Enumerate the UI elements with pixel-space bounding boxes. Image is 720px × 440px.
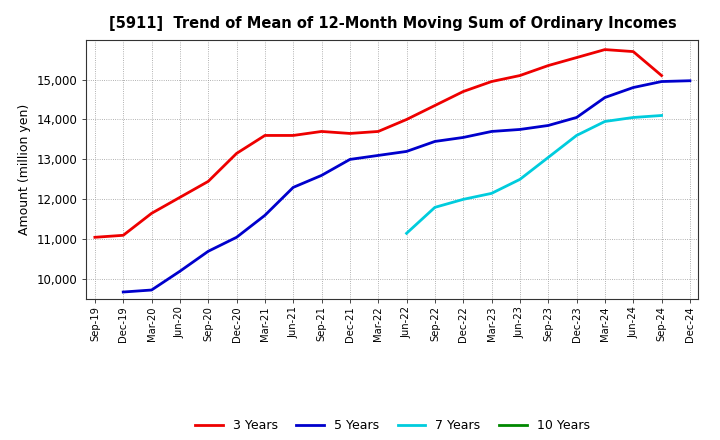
5 Years bbox=[119, 290, 127, 295]
3 Years bbox=[600, 47, 609, 52]
5 Years bbox=[544, 123, 552, 128]
3 Years bbox=[374, 129, 382, 134]
5 Years bbox=[176, 268, 184, 274]
Title: [5911]  Trend of Mean of 12-Month Moving Sum of Ordinary Incomes: [5911] Trend of Mean of 12-Month Moving … bbox=[109, 16, 676, 32]
5 Years bbox=[204, 249, 212, 254]
3 Years bbox=[176, 195, 184, 200]
3 Years bbox=[346, 131, 354, 136]
5 Years bbox=[233, 235, 241, 240]
3 Years bbox=[544, 63, 552, 68]
3 Years bbox=[289, 133, 297, 138]
Line: 7 Years: 7 Years bbox=[407, 115, 662, 233]
7 Years bbox=[402, 231, 411, 236]
3 Years bbox=[402, 117, 411, 122]
3 Years bbox=[233, 151, 241, 156]
7 Years bbox=[572, 133, 581, 138]
5 Years bbox=[459, 135, 467, 140]
7 Years bbox=[459, 197, 467, 202]
3 Years bbox=[431, 103, 439, 108]
3 Years bbox=[119, 233, 127, 238]
3 Years bbox=[487, 79, 496, 84]
5 Years bbox=[402, 149, 411, 154]
7 Years bbox=[431, 205, 439, 210]
3 Years bbox=[657, 73, 666, 78]
3 Years bbox=[261, 133, 269, 138]
3 Years bbox=[629, 49, 637, 54]
Line: 5 Years: 5 Years bbox=[123, 81, 690, 292]
3 Years bbox=[572, 55, 581, 60]
5 Years bbox=[289, 185, 297, 190]
5 Years bbox=[431, 139, 439, 144]
7 Years bbox=[600, 119, 609, 124]
5 Years bbox=[148, 287, 156, 293]
Line: 3 Years: 3 Years bbox=[95, 50, 662, 237]
3 Years bbox=[148, 211, 156, 216]
3 Years bbox=[204, 179, 212, 184]
5 Years bbox=[374, 153, 382, 158]
5 Years bbox=[487, 129, 496, 134]
3 Years bbox=[91, 235, 99, 240]
3 Years bbox=[459, 89, 467, 94]
3 Years bbox=[318, 129, 326, 134]
5 Years bbox=[657, 79, 666, 84]
5 Years bbox=[629, 85, 637, 90]
7 Years bbox=[544, 155, 552, 160]
7 Years bbox=[629, 115, 637, 120]
5 Years bbox=[600, 95, 609, 100]
Legend: 3 Years, 5 Years, 7 Years, 10 Years: 3 Years, 5 Years, 7 Years, 10 Years bbox=[190, 414, 595, 437]
3 Years bbox=[516, 73, 524, 78]
5 Years bbox=[516, 127, 524, 132]
7 Years bbox=[657, 113, 666, 118]
5 Years bbox=[318, 173, 326, 178]
5 Years bbox=[685, 78, 694, 83]
Y-axis label: Amount (million yen): Amount (million yen) bbox=[18, 104, 31, 235]
7 Years bbox=[516, 177, 524, 182]
5 Years bbox=[572, 115, 581, 120]
5 Years bbox=[261, 213, 269, 218]
5 Years bbox=[346, 157, 354, 162]
7 Years bbox=[487, 191, 496, 196]
